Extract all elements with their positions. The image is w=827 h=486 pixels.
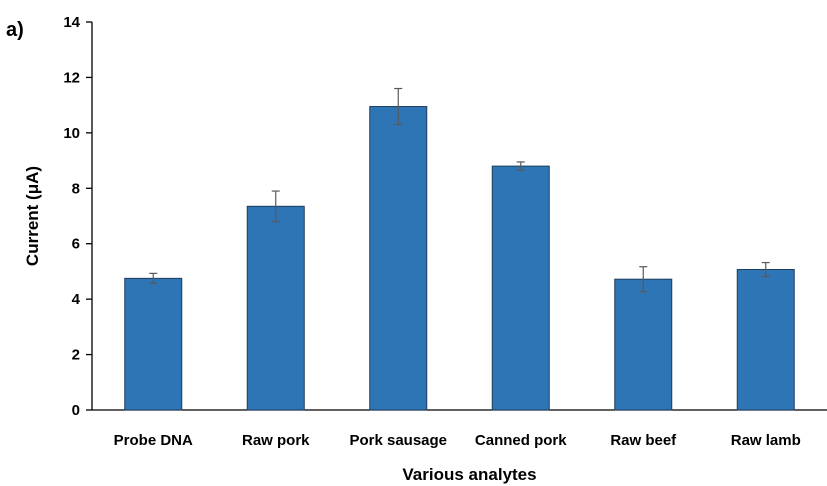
error-bar	[639, 266, 648, 293]
y-axis-ticks: 0 2 4 6 8 10 12 14	[63, 14, 92, 419]
y-tick-label: 12	[63, 69, 80, 86]
bar	[124, 277, 183, 411]
x-tick-label: Pork sausage	[349, 432, 447, 449]
error-bar	[761, 261, 770, 278]
y-tick-label: 14	[63, 14, 80, 31]
y-tick-label: 6	[72, 236, 80, 253]
x-axis-labels: Probe DNA Raw pork Pork sausage Canned pork…	[114, 432, 801, 449]
y-tick-label: 0	[72, 402, 80, 419]
error-bar	[394, 87, 403, 126]
bar	[491, 165, 550, 411]
bar	[736, 268, 795, 411]
x-tick-label: Canned pork	[475, 432, 567, 449]
error-bar	[271, 190, 280, 223]
y-tick-label: 4	[72, 291, 81, 308]
y-tick-label: 2	[72, 347, 80, 364]
x-axis-title: Various analytes	[402, 465, 536, 484]
y-tick-label: 10	[63, 125, 80, 142]
bar	[246, 205, 305, 411]
error-bar	[149, 272, 158, 284]
error-bar	[516, 161, 525, 171]
x-tick-label: Raw lamb	[731, 432, 801, 449]
x-tick-label: Raw beef	[610, 432, 677, 449]
bar	[369, 106, 428, 411]
bars-group	[124, 87, 795, 411]
x-tick-label: Raw pork	[242, 432, 310, 449]
bar	[614, 278, 673, 411]
y-tick-label: 8	[72, 180, 80, 197]
panel-label: a)	[6, 19, 24, 41]
y-axis-title: Current (μA)	[23, 166, 42, 266]
x-tick-label: Probe DNA	[114, 432, 193, 449]
